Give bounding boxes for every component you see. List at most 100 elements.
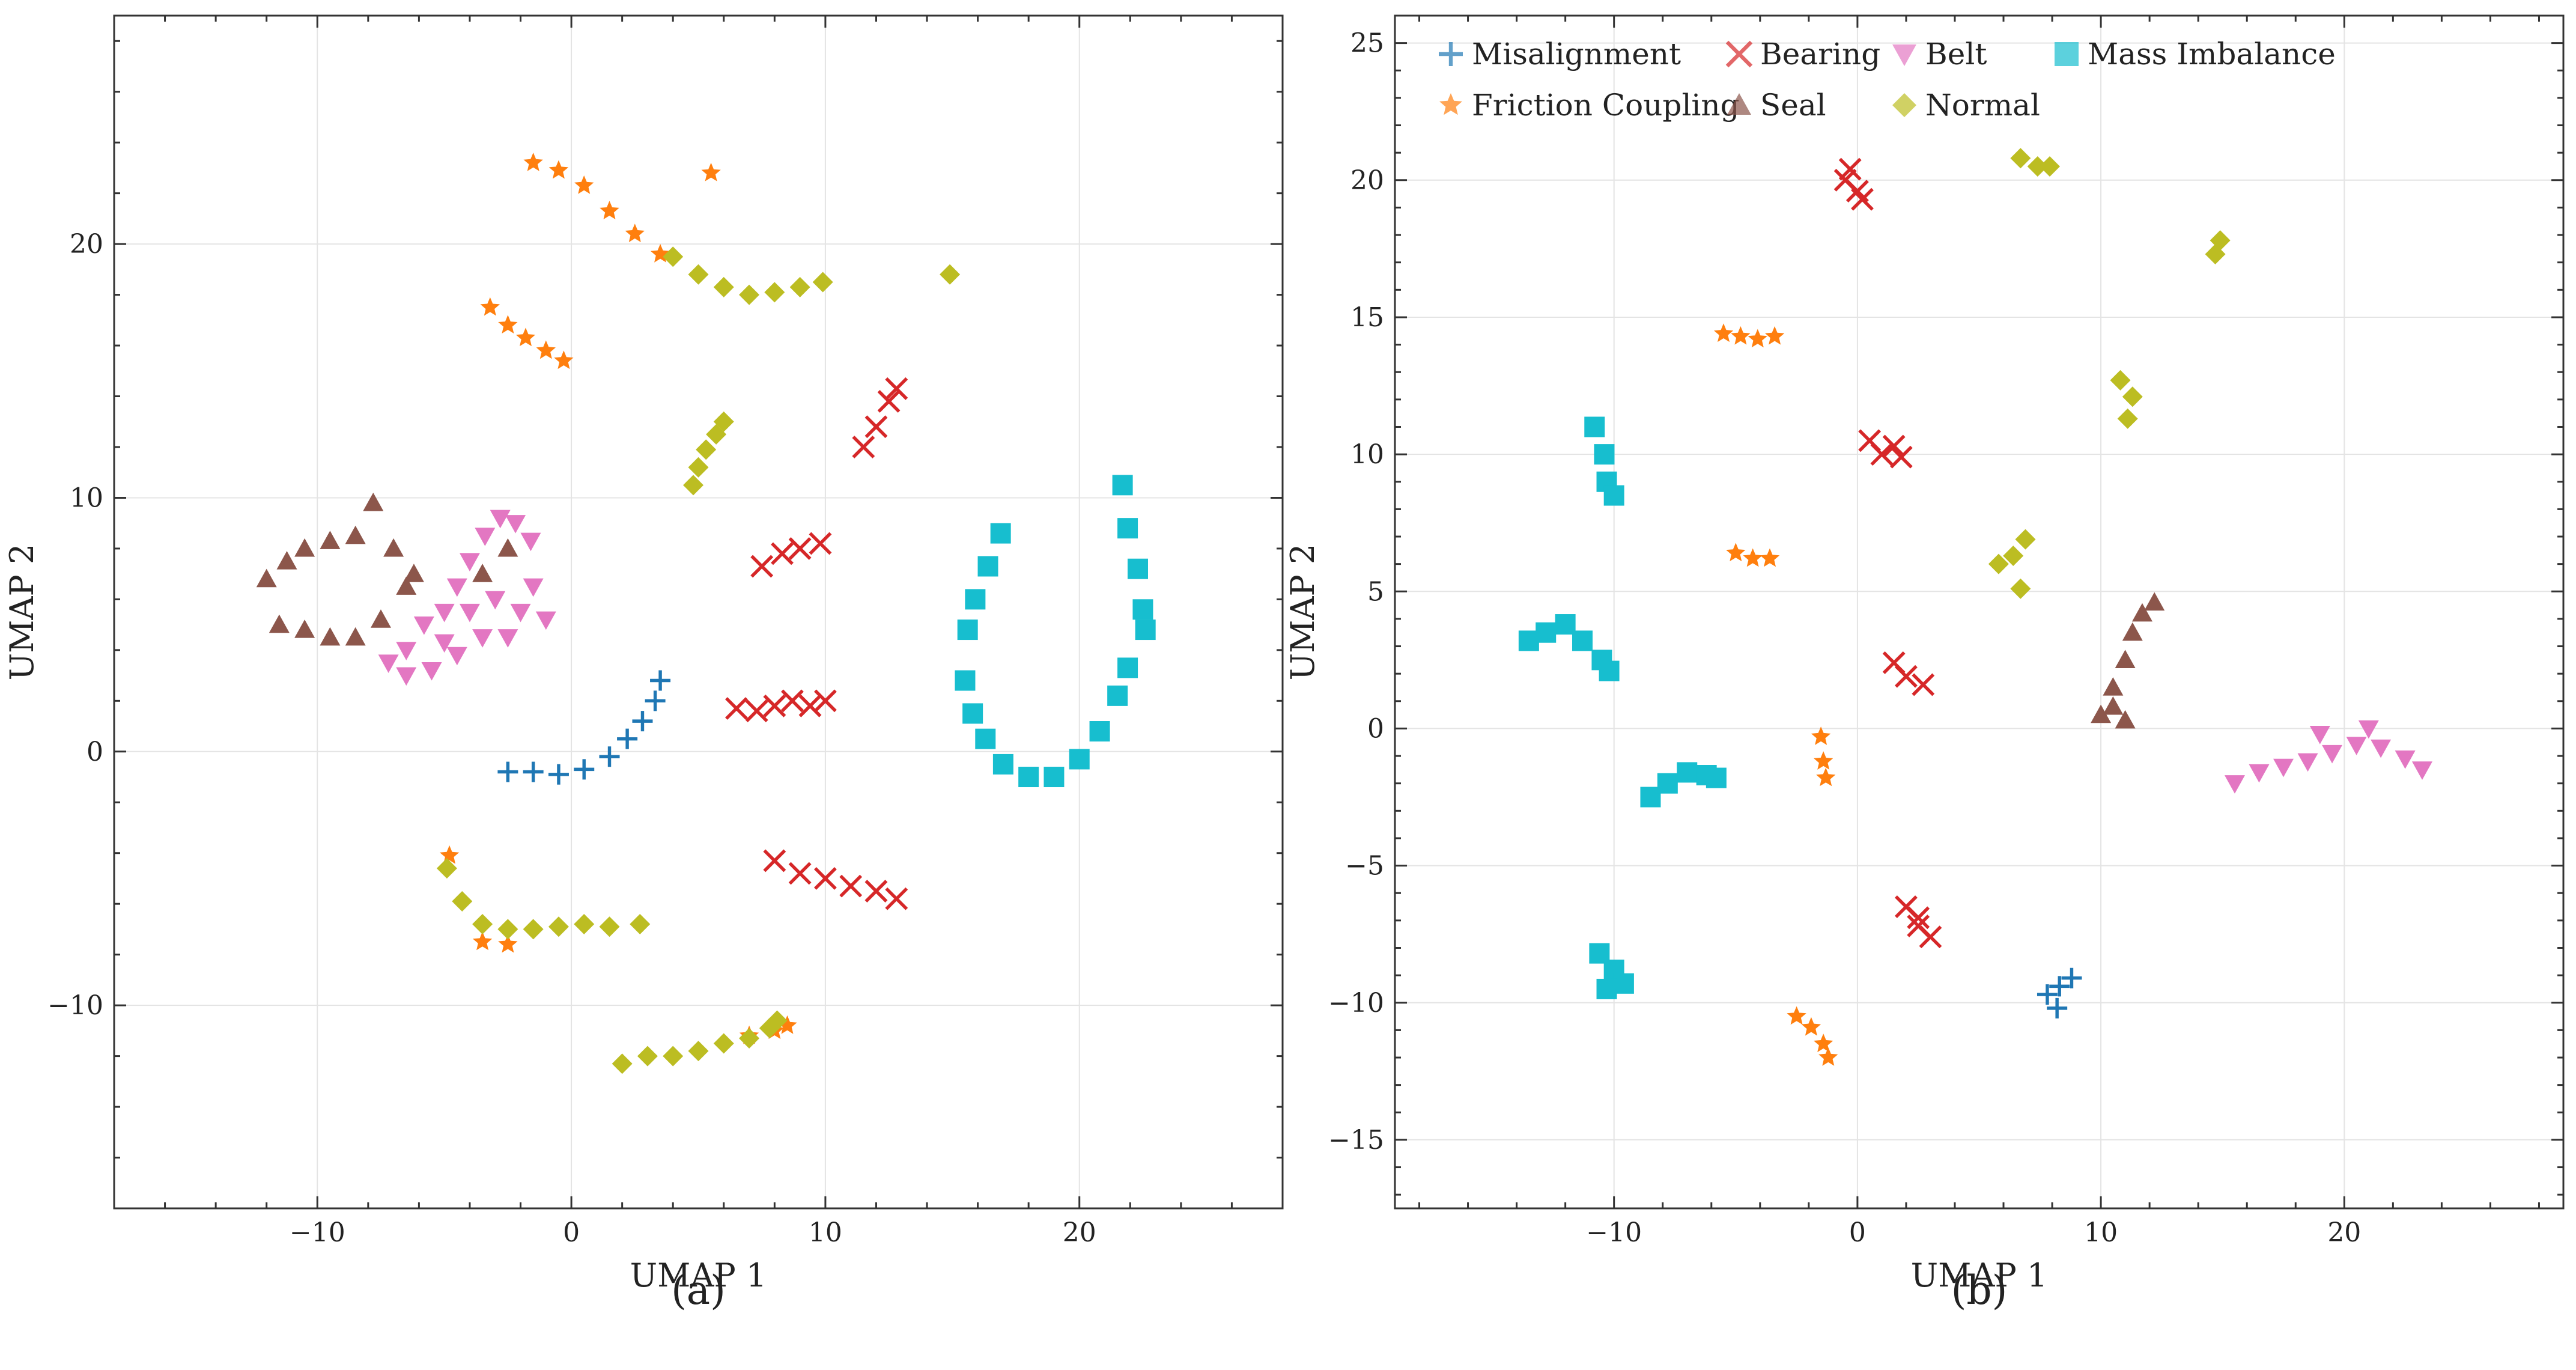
data-point [1112,475,1133,496]
data-point [975,728,996,749]
data-point [548,160,569,179]
data-point [1838,157,1862,181]
data-point [2322,744,2343,764]
data-point [446,578,467,597]
data-point [2110,370,2131,391]
data-point [2122,622,2143,641]
data-point [1907,906,1930,930]
data-point [813,867,837,890]
data-point [2249,764,2270,783]
data-point [1801,1017,1821,1036]
data-point [269,614,290,633]
data-point [320,627,341,646]
x-tick-label: 10 [809,1217,842,1248]
data-point [472,564,493,582]
y-tick-label: 20 [70,229,103,260]
series-mass-imbalance [1518,416,1727,999]
data-point [789,276,810,297]
y-tick-label: 25 [1350,28,1384,59]
data-point [472,931,493,951]
legend-item: Belt [1892,37,1987,72]
data-point [990,523,1011,544]
data-point [523,761,544,782]
panel-b: −10 0 10 20 −15 −10 −5 0 5 10 15 20 25 UMAP 1 UMAP 2 (b… [1284,14,2565,1314]
data-point [2117,408,2138,429]
data-point [1657,773,1678,794]
data-point [396,642,417,660]
legend-item: Mass Imbalance [2055,37,2336,72]
data-point [1594,444,1615,465]
data-point [1760,548,1780,567]
plot-frame [113,14,1284,1210]
data-point [497,919,518,940]
data-point [1919,925,1942,949]
y-tick-label: −10 [1328,988,1384,1018]
data-point [1814,1034,1833,1052]
data-point [1069,749,1090,770]
data-point [574,759,595,780]
legend-marker [2055,42,2079,66]
data-point [515,327,536,347]
data-point [497,761,518,782]
legend-marker [1727,93,1751,115]
data-point [1713,323,1734,342]
data-point [1889,445,1913,469]
series-friction-coupling [1713,323,1838,1066]
data-point [2049,976,2070,997]
data-point [2210,230,2231,251]
legend-label: Friction Coupling [1472,88,1740,123]
legend-label: Misalignment [1472,37,1681,72]
data-point [1870,443,1894,466]
data-point [1132,599,1153,620]
series-bearing [1833,157,1942,949]
series-belt [2224,720,2432,794]
x-tick-label: −10 [1586,1217,1642,1248]
data-point [554,350,574,370]
data-point [1816,767,1836,787]
data-point [788,862,812,885]
panel-a: −10 0 10 20 −10 0 10 20 UMAP 1 UMAP 2 (a) [3,14,1284,1314]
data-point [2091,704,2112,723]
data-point [683,475,704,496]
data-point [434,634,455,653]
data-point [548,916,569,937]
data-point [345,525,366,544]
data-point [548,764,569,785]
data-point [1988,553,2009,574]
data-point [2411,761,2432,780]
data-point [809,532,832,555]
data-point [1640,787,1661,808]
data-point [498,934,518,953]
data-point [1814,751,1833,770]
data-point [421,662,442,681]
data-point [713,1033,734,1054]
data-point [977,556,998,577]
data-point [600,201,619,219]
data-point [276,551,297,570]
data-point [1851,187,1874,211]
data-point [612,1053,633,1074]
data-point [294,538,315,557]
legend-label: Seal [1760,88,1826,123]
legend: Misalignment Bearing Belt Mass Imbalance Fri… [1439,37,2336,123]
y-axis-label: UMAP 2 [3,544,41,681]
data-point [1107,685,1128,706]
data-point [962,703,983,724]
legend-item: Normal [1892,88,2040,123]
y-tick-label: −15 [1328,1125,1384,1155]
data-point [813,689,837,713]
data-point [645,690,666,711]
legend-marker [1892,44,1916,66]
series-mass-imbalance [955,475,1156,788]
data-point [2003,545,2024,566]
data-point [2273,758,2294,778]
y-tick-label: 0 [1367,713,1384,744]
x-tick-label: −10 [290,1217,345,1248]
data-point [2115,650,2136,668]
data-point [2061,967,2082,988]
legend-marker [1439,93,1462,115]
data-point [1882,434,1906,458]
data-point [2309,725,2330,744]
data-point [2037,984,2058,1005]
